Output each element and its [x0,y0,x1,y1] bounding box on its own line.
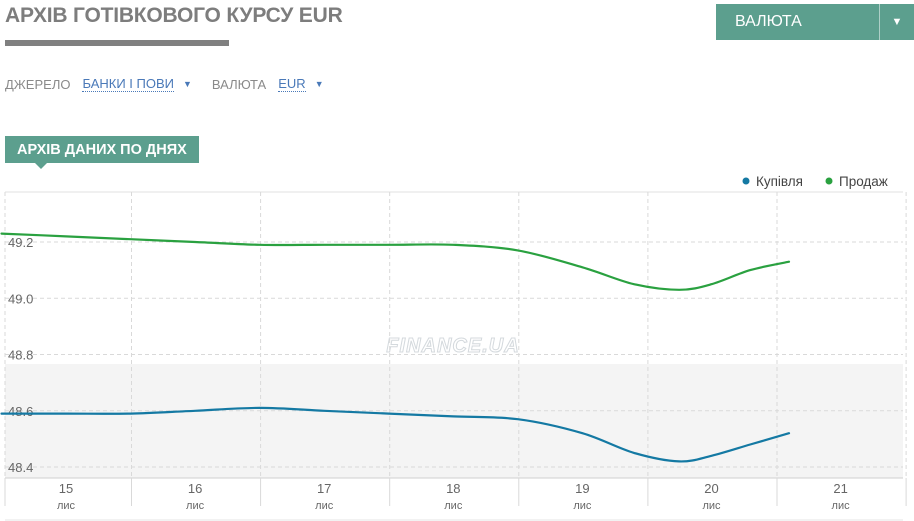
x-tick-label-month: лис [186,500,205,512]
currency-dropdown-button[interactable]: ВАЛЮТА ▼ [716,4,914,40]
y-tick-label: 49.2 [8,235,33,250]
x-tick-label-month: лис [702,500,721,512]
source-select[interactable]: БАНКИ І ПОВИ [82,76,174,92]
currency-button-label: ВАЛЮТА [735,13,802,30]
exchange-rate-chart: 48.4 48.6 48.8 49.0 49.2 15 лис 16 лис 17 лис 18 лис… [0,174,907,521]
series-line-sell [0,232,791,291]
y-tick-label: 49.0 [8,291,33,306]
title-underline [5,40,229,46]
y-tick-label: 48.6 [8,404,33,419]
currency-label: ВАЛЮТА [211,76,267,92]
x-tick-label-day: 21 [833,481,847,496]
x-tick-label-month: лис [57,500,76,512]
legend-buy-label[interactable]: Купівля [756,174,803,189]
x-tick-label-day: 20 [704,481,718,496]
watermark-logo: FINANCE.UA [386,335,519,357]
x-tick-label-month: лис [573,500,592,512]
y-tick-label: 48.4 [8,460,33,475]
x-tick-label-day: 19 [575,481,589,496]
section-tab-label: АРХІВ ДАНИХ ПО ДНЯХ [17,141,187,158]
currency-caret-icon[interactable]: ▼ [314,79,324,89]
source-caret-icon[interactable]: ▼ [183,79,192,89]
currency-select[interactable]: EUR [278,76,306,92]
legend-sell-label[interactable]: Продаж [839,174,888,189]
section-tab: АРХІВ ДАНИХ ПО ДНЯХ [5,136,199,169]
legend-buy-marker [742,177,750,185]
tab-notch [35,163,47,169]
x-tick-label-day: 15 [59,481,73,496]
page-title: АРХІВ ГОТІВКОВОГО КУРСУ EUR [5,4,343,27]
x-tick-label-day: 17 [317,481,331,496]
x-tick-label-month: лис [832,500,851,512]
plot-lower-band [5,364,903,478]
y-tick-label: 48.8 [8,348,33,363]
x-tick-label-month: лис [444,500,463,512]
x-tick-label-month: лис [315,500,334,512]
filters-bar: ДЖЕРЕЛО БАНКИ І ПОВИ ▼ ВАЛЮТА EUR ▼ [5,76,344,92]
series-line-buy [0,406,791,463]
chevron-down-icon[interactable]: ▼ [879,4,914,40]
x-tick-label-day: 16 [188,481,202,496]
x-tick-label-day: 18 [446,481,460,496]
legend-sell-marker [825,177,833,185]
source-label: ДЖЕРЕЛО [5,76,71,92]
